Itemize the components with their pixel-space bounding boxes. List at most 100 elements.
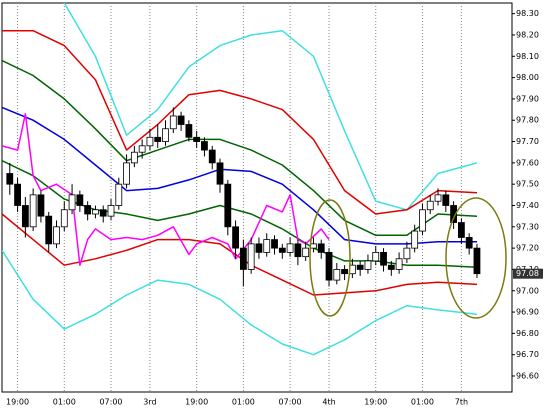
candle-body bbox=[76, 194, 84, 206]
candle-body bbox=[341, 269, 348, 275]
y-tick-label: 97.80 bbox=[516, 116, 539, 125]
candle-body bbox=[53, 226, 60, 245]
indicator-line bbox=[63, 3, 478, 211]
candle-body bbox=[162, 128, 169, 142]
candle-body bbox=[263, 239, 271, 253]
candle-body bbox=[302, 247, 310, 258]
candle-body bbox=[364, 260, 372, 270]
last-price-label: 97.08 bbox=[516, 269, 539, 278]
grid bbox=[17, 3, 462, 392]
indicator-line bbox=[2, 59, 478, 237]
candle-body bbox=[278, 247, 286, 253]
candle-body bbox=[6, 173, 14, 185]
x-tick-label: 4th bbox=[322, 398, 335, 407]
x-tick-label: 19:00 bbox=[364, 398, 387, 407]
candle-body bbox=[255, 243, 263, 253]
indicator-line bbox=[2, 29, 478, 215]
y-tick-label: 97.60 bbox=[516, 158, 539, 167]
indicator-line bbox=[2, 106, 477, 245]
candle-body bbox=[146, 136, 154, 147]
candles bbox=[6, 107, 481, 287]
candle-body bbox=[411, 230, 419, 249]
x-tick-label: 3rd bbox=[143, 398, 156, 407]
x-tick-label: 01:00 bbox=[232, 398, 255, 407]
candle-body bbox=[473, 247, 481, 275]
indicator-line bbox=[2, 113, 330, 266]
candle-body bbox=[115, 183, 123, 206]
x-tick-label: 01:00 bbox=[411, 398, 434, 407]
candle-body bbox=[45, 215, 53, 245]
candle-body bbox=[457, 222, 465, 238]
y-tick-label: 97.30 bbox=[516, 222, 539, 231]
candle-body bbox=[395, 258, 403, 270]
y-tick-label: 96.80 bbox=[516, 329, 539, 338]
y-tick-label: 97.90 bbox=[516, 94, 539, 103]
candle-body bbox=[333, 269, 341, 281]
candle-body bbox=[239, 247, 247, 270]
y-tick-label: 97.70 bbox=[516, 137, 539, 146]
x-tick-label: 01:00 bbox=[53, 398, 76, 407]
x-tick-label: 07:00 bbox=[279, 398, 302, 407]
candle-body bbox=[169, 115, 177, 130]
candle-body bbox=[317, 243, 325, 253]
y-tick-label: 96.60 bbox=[516, 372, 539, 381]
y-tick-label: 96.70 bbox=[516, 350, 539, 359]
candle-body bbox=[60, 209, 68, 228]
candle-body bbox=[426, 200, 434, 211]
indicator-line bbox=[2, 249, 478, 356]
highlight-ellipse bbox=[445, 197, 507, 319]
y-tick-label: 97.20 bbox=[516, 244, 539, 253]
y-tick-label: 98.00 bbox=[516, 73, 539, 82]
candle-body bbox=[123, 162, 130, 185]
x-tick-label: 19:00 bbox=[185, 398, 208, 407]
candle-body bbox=[224, 183, 232, 228]
candle-body bbox=[107, 205, 115, 217]
candle-body bbox=[154, 136, 162, 142]
candle-body bbox=[14, 183, 21, 206]
candle-body bbox=[37, 194, 45, 217]
candle-body bbox=[208, 149, 216, 164]
y-tick-label: 97.00 bbox=[516, 286, 539, 295]
candle-body bbox=[216, 162, 224, 185]
candle-body bbox=[286, 243, 294, 253]
candle-body bbox=[465, 237, 473, 249]
candle-body bbox=[442, 194, 450, 206]
candle-body bbox=[29, 194, 37, 228]
candle-body bbox=[193, 136, 201, 142]
candle-body bbox=[434, 194, 442, 202]
candle-body bbox=[372, 251, 380, 262]
candle-body bbox=[84, 205, 92, 215]
y-tick-label: 98.10 bbox=[516, 52, 539, 61]
axes: 19:00 01:00 07:00 3rd 19:00 01:00 07:00 4th 19:0… bbox=[6, 9, 543, 407]
x-tick-label: 07:00 bbox=[99, 398, 122, 407]
candle-body bbox=[247, 243, 255, 270]
y-tick-label: 96.90 bbox=[516, 308, 539, 317]
candle-body bbox=[403, 247, 411, 260]
candle-body bbox=[387, 264, 395, 270]
candle-body bbox=[130, 151, 138, 164]
y-tick-label: 97.50 bbox=[516, 180, 539, 189]
x-tick-label: 7th bbox=[455, 398, 468, 407]
candle-body bbox=[177, 115, 185, 125]
candle-body bbox=[380, 251, 387, 266]
candle-body bbox=[185, 124, 193, 138]
candle-body bbox=[232, 226, 239, 249]
highlight-ellipse bbox=[309, 199, 351, 317]
candle-body bbox=[325, 251, 333, 281]
candle-body bbox=[201, 141, 208, 151]
candle-body bbox=[92, 209, 99, 215]
candle-body bbox=[68, 194, 76, 211]
candle-body bbox=[356, 264, 364, 270]
candle-body bbox=[99, 209, 107, 217]
candle-body bbox=[450, 205, 458, 223]
x-tick-label: 19:00 bbox=[6, 398, 29, 407]
last-price-box bbox=[513, 268, 543, 279]
candle-body bbox=[294, 243, 302, 258]
candle-body bbox=[310, 243, 317, 249]
y-tick-label: 98.30 bbox=[516, 9, 539, 18]
candle-body bbox=[419, 209, 426, 232]
y-tick-label: 97.40 bbox=[516, 201, 539, 210]
y-tick-label: 98.20 bbox=[516, 30, 539, 39]
candle-body bbox=[138, 145, 146, 153]
